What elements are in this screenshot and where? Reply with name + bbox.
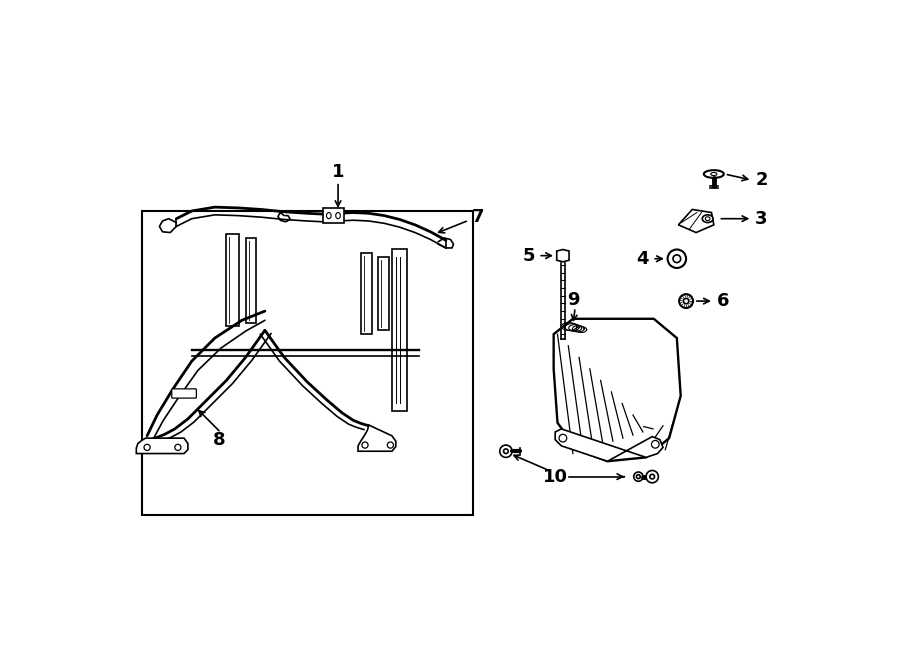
Ellipse shape [711,173,717,176]
Text: 1: 1 [332,163,345,182]
Ellipse shape [336,213,340,219]
Circle shape [668,249,686,268]
Ellipse shape [327,213,331,219]
Polygon shape [136,438,188,453]
Circle shape [144,444,150,450]
Circle shape [680,294,693,308]
Circle shape [362,442,368,448]
FancyBboxPatch shape [172,389,196,398]
Polygon shape [557,249,569,262]
Text: 5: 5 [523,247,536,264]
Bar [361,253,372,334]
Ellipse shape [702,215,713,223]
Ellipse shape [706,217,710,221]
Circle shape [500,445,512,457]
Circle shape [559,434,567,442]
Circle shape [683,298,688,304]
Circle shape [634,472,643,481]
Text: 4: 4 [636,250,648,268]
Circle shape [673,255,680,262]
Circle shape [504,449,508,453]
Circle shape [652,440,659,448]
Circle shape [175,444,181,450]
Text: 10: 10 [543,467,568,486]
Circle shape [387,442,393,448]
Text: 6: 6 [716,292,729,310]
Bar [378,257,389,330]
Polygon shape [555,429,663,461]
Text: 7: 7 [472,208,484,226]
Bar [392,249,408,411]
Bar [227,234,239,327]
Text: 9: 9 [567,291,580,309]
Polygon shape [358,425,396,451]
Bar [246,238,256,323]
Polygon shape [679,210,714,233]
Text: 2: 2 [755,171,768,189]
Text: 3: 3 [755,210,768,227]
Circle shape [650,475,654,479]
Bar [322,208,344,223]
Ellipse shape [704,170,724,178]
Circle shape [646,471,659,483]
Text: 8: 8 [212,432,225,449]
Polygon shape [554,319,680,461]
Bar [141,211,472,515]
Circle shape [636,475,640,479]
